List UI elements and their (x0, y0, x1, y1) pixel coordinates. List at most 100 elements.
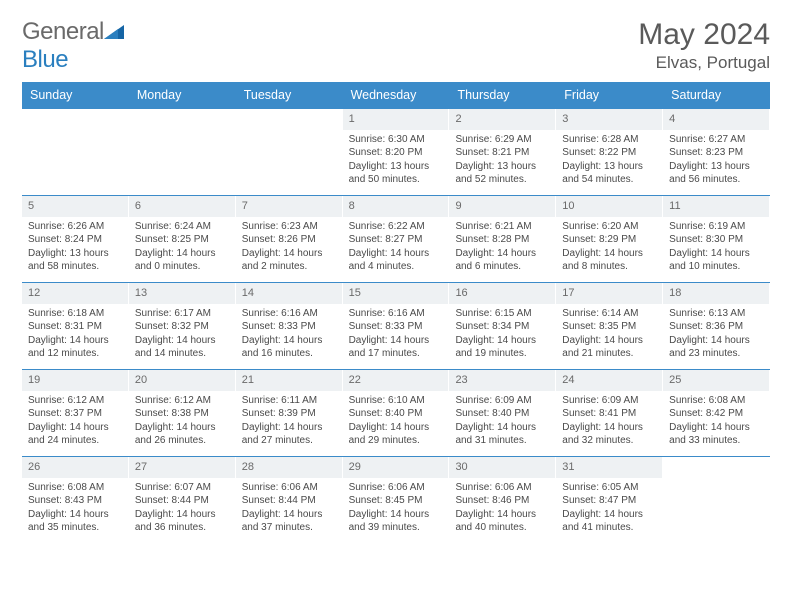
calendar-cell: 27Sunrise: 6:07 AMSunset: 8:44 PMDayligh… (129, 457, 236, 543)
day-number: 18 (663, 283, 769, 304)
day-details: Sunrise: 6:08 AMSunset: 8:42 PMDaylight:… (663, 391, 769, 454)
day-details: Sunrise: 6:11 AMSunset: 8:39 PMDaylight:… (236, 391, 342, 454)
day-number: 2 (449, 109, 555, 130)
sunset-text: Sunset: 8:43 PM (28, 494, 122, 508)
day-header: Saturday (663, 82, 770, 108)
day-number: 14 (236, 283, 342, 304)
sunset-text: Sunset: 8:33 PM (349, 320, 443, 334)
day-number: 9 (449, 196, 555, 217)
day-details: Sunrise: 6:28 AMSunset: 8:22 PMDaylight:… (556, 130, 662, 193)
calendar-row: 19Sunrise: 6:12 AMSunset: 8:37 PMDayligh… (22, 369, 770, 456)
day-details: Sunrise: 6:10 AMSunset: 8:40 PMDaylight:… (343, 391, 449, 454)
daylight-text: Daylight: 14 hours and 23 minutes. (669, 334, 763, 361)
calendar-cell: 7Sunrise: 6:23 AMSunset: 8:26 PMDaylight… (236, 196, 343, 282)
day-number: 4 (663, 109, 769, 130)
daylight-text: Daylight: 14 hours and 33 minutes. (669, 421, 763, 448)
sunset-text: Sunset: 8:23 PM (669, 146, 763, 160)
calendar-cell: 1Sunrise: 6:30 AMSunset: 8:20 PMDaylight… (343, 109, 450, 195)
sunrise-text: Sunrise: 6:15 AM (455, 307, 549, 321)
day-number: 16 (449, 283, 555, 304)
calendar-cell: 8Sunrise: 6:22 AMSunset: 8:27 PMDaylight… (343, 196, 450, 282)
sunset-text: Sunset: 8:26 PM (242, 233, 336, 247)
day-number: 8 (343, 196, 449, 217)
daylight-text: Daylight: 14 hours and 14 minutes. (135, 334, 229, 361)
day-details: Sunrise: 6:22 AMSunset: 8:27 PMDaylight:… (343, 217, 449, 280)
calendar-cell: 5Sunrise: 6:26 AMSunset: 8:24 PMDaylight… (22, 196, 129, 282)
sunset-text: Sunset: 8:41 PM (562, 407, 656, 421)
daylight-text: Daylight: 14 hours and 36 minutes. (135, 508, 229, 535)
day-details: Sunrise: 6:07 AMSunset: 8:44 PMDaylight:… (129, 478, 235, 541)
calendar-cell (129, 109, 236, 195)
sunset-text: Sunset: 8:39 PM (242, 407, 336, 421)
brand-part1: General (22, 18, 104, 45)
day-number: 7 (236, 196, 342, 217)
day-details: Sunrise: 6:12 AMSunset: 8:38 PMDaylight:… (129, 391, 235, 454)
calendar-cell: 24Sunrise: 6:09 AMSunset: 8:41 PMDayligh… (556, 370, 663, 456)
calendar-cell: 20Sunrise: 6:12 AMSunset: 8:38 PMDayligh… (129, 370, 236, 456)
daylight-text: Daylight: 14 hours and 37 minutes. (242, 508, 336, 535)
day-number: 11 (663, 196, 769, 217)
day-details: Sunrise: 6:06 AMSunset: 8:44 PMDaylight:… (236, 478, 342, 541)
daylight-text: Daylight: 14 hours and 4 minutes. (349, 247, 443, 274)
day-details (663, 463, 769, 472)
calendar-cell: 16Sunrise: 6:15 AMSunset: 8:34 PMDayligh… (449, 283, 556, 369)
calendar-cell: 14Sunrise: 6:16 AMSunset: 8:33 PMDayligh… (236, 283, 343, 369)
sunrise-text: Sunrise: 6:22 AM (349, 220, 443, 234)
day-header-row: Sunday Monday Tuesday Wednesday Thursday… (22, 82, 770, 108)
daylight-text: Daylight: 14 hours and 10 minutes. (669, 247, 763, 274)
day-number: 20 (129, 370, 235, 391)
calendar-grid: Sunday Monday Tuesday Wednesday Thursday… (22, 82, 770, 543)
sunset-text: Sunset: 8:20 PM (349, 146, 443, 160)
sunset-text: Sunset: 8:33 PM (242, 320, 336, 334)
day-number: 12 (22, 283, 128, 304)
day-details: Sunrise: 6:29 AMSunset: 8:21 PMDaylight:… (449, 130, 555, 193)
day-header: Thursday (449, 82, 556, 108)
calendar-cell (663, 457, 770, 543)
daylight-text: Daylight: 14 hours and 40 minutes. (455, 508, 549, 535)
calendar-cell: 15Sunrise: 6:16 AMSunset: 8:33 PMDayligh… (343, 283, 450, 369)
day-number: 28 (236, 457, 342, 478)
calendar-cell: 18Sunrise: 6:13 AMSunset: 8:36 PMDayligh… (663, 283, 770, 369)
day-details (236, 115, 342, 124)
sunrise-text: Sunrise: 6:17 AM (135, 307, 229, 321)
day-number: 21 (236, 370, 342, 391)
day-number: 5 (22, 196, 128, 217)
daylight-text: Daylight: 14 hours and 16 minutes. (242, 334, 336, 361)
sunset-text: Sunset: 8:22 PM (562, 146, 656, 160)
sunrise-text: Sunrise: 6:07 AM (135, 481, 229, 495)
sunset-text: Sunset: 8:44 PM (135, 494, 229, 508)
sunset-text: Sunset: 8:27 PM (349, 233, 443, 247)
sunset-text: Sunset: 8:34 PM (455, 320, 549, 334)
day-header: Monday (129, 82, 236, 108)
day-number: 1 (343, 109, 449, 130)
sunrise-text: Sunrise: 6:11 AM (242, 394, 336, 408)
sunrise-text: Sunrise: 6:26 AM (28, 220, 122, 234)
calendar-page: GeneralBlue May 2024 Elvas, Portugal Sun… (0, 0, 792, 553)
calendar-cell: 25Sunrise: 6:08 AMSunset: 8:42 PMDayligh… (663, 370, 770, 456)
day-number: 29 (343, 457, 449, 478)
daylight-text: Daylight: 13 hours and 58 minutes. (28, 247, 122, 274)
calendar-cell: 19Sunrise: 6:12 AMSunset: 8:37 PMDayligh… (22, 370, 129, 456)
sunrise-text: Sunrise: 6:12 AM (28, 394, 122, 408)
calendar-cell: 26Sunrise: 6:08 AMSunset: 8:43 PMDayligh… (22, 457, 129, 543)
day-header: Friday (556, 82, 663, 108)
calendar-row: 5Sunrise: 6:26 AMSunset: 8:24 PMDaylight… (22, 195, 770, 282)
sunrise-text: Sunrise: 6:09 AM (455, 394, 549, 408)
day-details: Sunrise: 6:15 AMSunset: 8:34 PMDaylight:… (449, 304, 555, 367)
day-number: 17 (556, 283, 662, 304)
day-details (129, 115, 235, 124)
sunset-text: Sunset: 8:46 PM (455, 494, 549, 508)
day-details: Sunrise: 6:16 AMSunset: 8:33 PMDaylight:… (236, 304, 342, 367)
daylight-text: Daylight: 14 hours and 0 minutes. (135, 247, 229, 274)
day-number: 31 (556, 457, 662, 478)
calendar-row: 12Sunrise: 6:18 AMSunset: 8:31 PMDayligh… (22, 282, 770, 369)
sunrise-text: Sunrise: 6:08 AM (669, 394, 763, 408)
day-number: 25 (663, 370, 769, 391)
daylight-text: Daylight: 14 hours and 21 minutes. (562, 334, 656, 361)
daylight-text: Daylight: 14 hours and 26 minutes. (135, 421, 229, 448)
sunrise-text: Sunrise: 6:19 AM (669, 220, 763, 234)
day-details: Sunrise: 6:16 AMSunset: 8:33 PMDaylight:… (343, 304, 449, 367)
calendar-cell: 22Sunrise: 6:10 AMSunset: 8:40 PMDayligh… (343, 370, 450, 456)
day-number: 22 (343, 370, 449, 391)
sunset-text: Sunset: 8:40 PM (349, 407, 443, 421)
